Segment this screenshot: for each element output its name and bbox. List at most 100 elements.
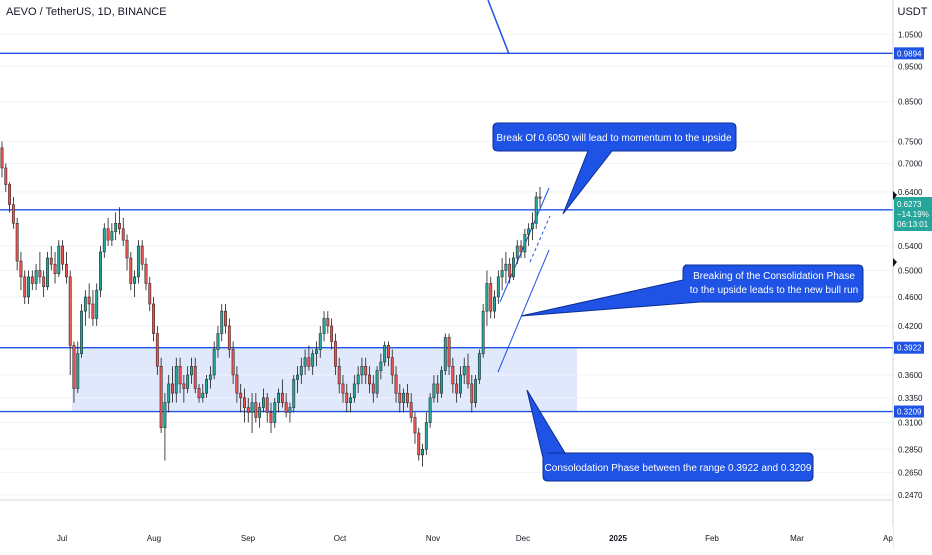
candle[interactable] xyxy=(171,366,174,403)
candle[interactable] xyxy=(53,251,57,284)
candle[interactable] xyxy=(436,374,440,403)
candle[interactable] xyxy=(57,240,61,277)
callout-range-bubble[interactable] xyxy=(526,389,814,482)
candle[interactable] xyxy=(519,240,523,258)
candle[interactable] xyxy=(246,397,250,423)
candle[interactable] xyxy=(0,141,4,178)
candle[interactable] xyxy=(68,270,72,375)
candle[interactable] xyxy=(500,257,504,291)
candle[interactable] xyxy=(459,366,462,398)
candle[interactable] xyxy=(417,427,421,461)
candle[interactable] xyxy=(208,366,212,389)
candle[interactable] xyxy=(512,251,515,281)
candle[interactable] xyxy=(341,374,345,403)
candle[interactable] xyxy=(102,223,106,258)
candle[interactable] xyxy=(345,383,349,413)
candle[interactable] xyxy=(19,251,23,291)
candle[interactable] xyxy=(337,357,341,394)
candle[interactable] xyxy=(383,341,387,367)
candle[interactable] xyxy=(470,374,474,413)
candle[interactable] xyxy=(265,393,269,423)
candle[interactable] xyxy=(30,270,34,291)
currency-label[interactable]: USDT xyxy=(897,6,928,18)
candle[interactable] xyxy=(239,383,243,413)
candle[interactable] xyxy=(349,393,352,413)
candle[interactable] xyxy=(477,349,481,384)
candle[interactable] xyxy=(136,240,140,284)
candle[interactable] xyxy=(76,341,80,394)
candle[interactable] xyxy=(11,196,15,229)
candle[interactable] xyxy=(443,333,447,375)
candle[interactable] xyxy=(375,366,379,398)
candle[interactable] xyxy=(315,341,318,367)
candle[interactable] xyxy=(303,349,307,375)
time-axis-panel[interactable] xyxy=(0,526,893,550)
candle[interactable] xyxy=(163,393,167,461)
candle[interactable] xyxy=(23,270,27,304)
candle[interactable] xyxy=(269,402,273,433)
candle[interactable] xyxy=(118,207,121,235)
candle[interactable] xyxy=(481,303,485,358)
candle[interactable] xyxy=(190,357,193,384)
candle[interactable] xyxy=(34,264,38,291)
time-axis[interactable]: Jul Aug Sep Oct Nov Dec 2025 Feb Mar Ap xyxy=(57,534,894,543)
candle[interactable] xyxy=(159,357,163,433)
candle[interactable] xyxy=(140,240,144,271)
candle[interactable] xyxy=(538,186,542,208)
candle[interactable] xyxy=(311,349,315,375)
candle[interactable] xyxy=(167,374,171,413)
candle[interactable] xyxy=(489,276,493,319)
candle[interactable] xyxy=(72,341,76,403)
candle[interactable] xyxy=(318,325,322,358)
candle[interactable] xyxy=(125,234,129,271)
candle[interactable] xyxy=(110,223,114,246)
candle[interactable] xyxy=(364,357,368,384)
candle[interactable] xyxy=(474,374,478,408)
candle[interactable] xyxy=(87,283,91,319)
candle[interactable] xyxy=(273,397,277,428)
candle[interactable] xyxy=(534,191,538,229)
candle[interactable] xyxy=(216,325,220,358)
candle[interactable] xyxy=(38,251,42,284)
candle[interactable] xyxy=(421,443,424,467)
candle[interactable] xyxy=(402,388,406,413)
candle[interactable] xyxy=(394,366,398,403)
candle[interactable] xyxy=(4,163,8,192)
candle[interactable] xyxy=(129,251,133,291)
candle[interactable] xyxy=(379,353,383,380)
candle[interactable] xyxy=(201,383,205,403)
candle[interactable] xyxy=(371,374,375,403)
candle[interactable] xyxy=(250,393,254,433)
candle[interactable] xyxy=(296,366,299,394)
candle[interactable] xyxy=(95,283,99,326)
candle[interactable] xyxy=(333,333,337,375)
candle[interactable] xyxy=(455,374,459,403)
candle[interactable] xyxy=(182,374,186,403)
candle[interactable] xyxy=(261,388,265,413)
callout-bull-run-bubble[interactable] xyxy=(520,264,864,317)
candle[interactable] xyxy=(64,251,68,284)
annotation-top-arrow[interactable] xyxy=(487,0,510,55)
candle[interactable] xyxy=(284,393,288,418)
candle[interactable] xyxy=(27,270,30,304)
candle[interactable] xyxy=(466,353,470,389)
candle[interactable] xyxy=(174,357,178,403)
callout-consolidation-break[interactable]: Breaking of the Consolidation Phase to t… xyxy=(520,264,864,317)
candle[interactable] xyxy=(42,270,46,297)
candle[interactable] xyxy=(493,290,496,319)
candle[interactable] xyxy=(83,290,87,326)
candle[interactable] xyxy=(398,383,402,413)
candle[interactable] xyxy=(485,270,489,326)
candle[interactable] xyxy=(178,357,182,394)
candle[interactable] xyxy=(360,357,364,384)
candle[interactable] xyxy=(496,270,500,304)
candle[interactable] xyxy=(231,341,235,384)
candle[interactable] xyxy=(432,374,436,403)
candle[interactable] xyxy=(515,240,519,265)
candle[interactable] xyxy=(49,245,53,271)
candle[interactable] xyxy=(205,374,209,398)
candle[interactable] xyxy=(80,303,83,358)
candle[interactable] xyxy=(220,303,224,342)
candle[interactable] xyxy=(197,383,201,403)
